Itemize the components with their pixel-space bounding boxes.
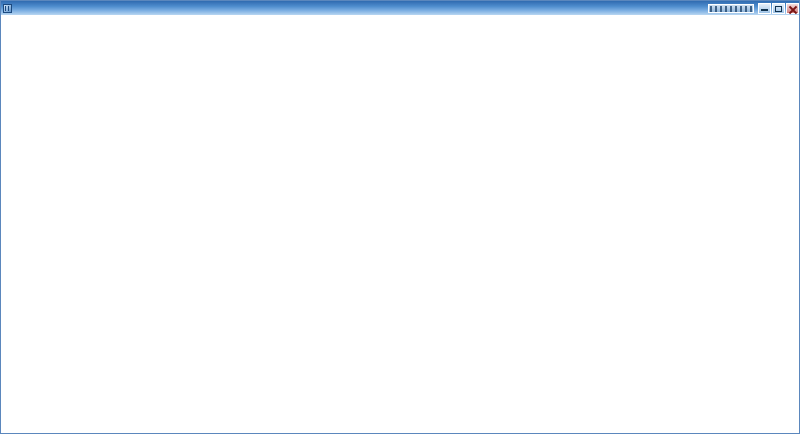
chart-canvas[interactable] [1,15,800,434]
chart-plot [1,15,800,434]
chart-window-icon [3,3,12,13]
toolbar-badge[interactable] [708,3,754,13]
window-titlebar [1,1,799,15]
close-button[interactable] [786,2,799,14]
minimize-button[interactable] [758,2,771,14]
maximize-button[interactable] [772,2,785,14]
window-controls [758,2,799,14]
